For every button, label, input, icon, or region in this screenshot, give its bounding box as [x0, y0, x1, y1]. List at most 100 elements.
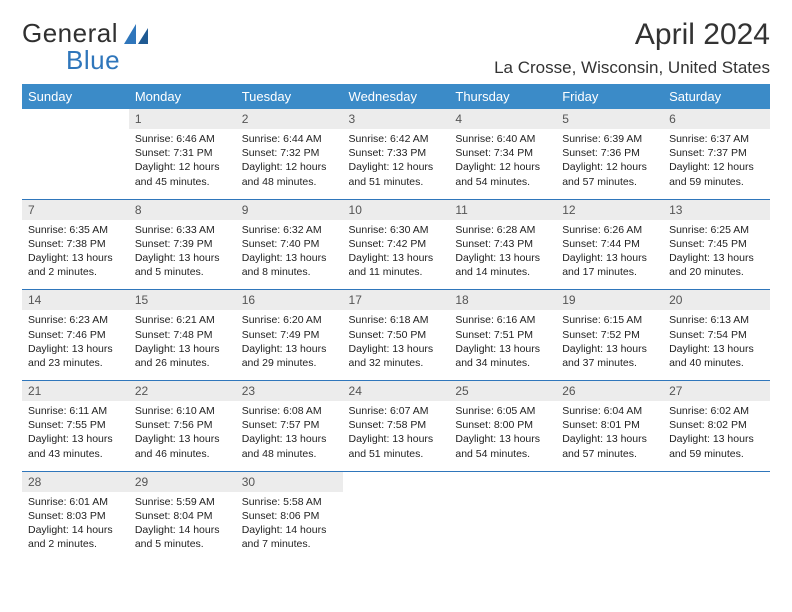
- daylight-line: Daylight: 13 hours and 48 minutes.: [242, 432, 337, 460]
- sunset-line: Sunset: 7:58 PM: [349, 418, 444, 432]
- sunrise-line: Sunrise: 6:05 AM: [455, 404, 550, 418]
- header: General Blue April 2024 La Crosse, Wisco…: [22, 18, 770, 78]
- day-number-cell: 20: [663, 290, 770, 311]
- sunrise-line: Sunrise: 6:02 AM: [669, 404, 764, 418]
- sunrise-line: Sunrise: 6:13 AM: [669, 313, 764, 327]
- day-number-cell: [449, 471, 556, 492]
- daylight-line: Daylight: 13 hours and 20 minutes.: [669, 251, 764, 279]
- daylight-line: Daylight: 14 hours and 7 minutes.: [242, 523, 337, 551]
- sunset-line: Sunset: 7:40 PM: [242, 237, 337, 251]
- day-number-cell: 16: [236, 290, 343, 311]
- sunset-line: Sunset: 8:00 PM: [455, 418, 550, 432]
- day-content-row: Sunrise: 6:46 AMSunset: 7:31 PMDaylight:…: [22, 129, 770, 199]
- day-number-cell: 11: [449, 199, 556, 220]
- sunrise-line: Sunrise: 6:28 AM: [455, 223, 550, 237]
- day-number-cell: [22, 109, 129, 129]
- sunrise-line: Sunrise: 6:20 AM: [242, 313, 337, 327]
- daylight-line: Daylight: 12 hours and 51 minutes.: [349, 160, 444, 188]
- day-number-cell: 4: [449, 109, 556, 129]
- sunrise-line: Sunrise: 6:46 AM: [135, 132, 230, 146]
- sunset-line: Sunset: 7:32 PM: [242, 146, 337, 160]
- day-content-cell: Sunrise: 6:13 AMSunset: 7:54 PMDaylight:…: [663, 310, 770, 380]
- daylight-line: Daylight: 12 hours and 59 minutes.: [669, 160, 764, 188]
- day-number-cell: 28: [22, 471, 129, 492]
- daylight-line: Daylight: 14 hours and 2 minutes.: [28, 523, 123, 551]
- day-content-cell: Sunrise: 5:58 AMSunset: 8:06 PMDaylight:…: [236, 492, 343, 562]
- day-content-cell: Sunrise: 6:32 AMSunset: 7:40 PMDaylight:…: [236, 220, 343, 290]
- daylight-line: Daylight: 13 hours and 23 minutes.: [28, 342, 123, 370]
- day-content-cell: Sunrise: 6:44 AMSunset: 7:32 PMDaylight:…: [236, 129, 343, 199]
- sunset-line: Sunset: 7:49 PM: [242, 328, 337, 342]
- location: La Crosse, Wisconsin, United States: [494, 58, 770, 78]
- day-number-cell: 15: [129, 290, 236, 311]
- logo: General Blue: [22, 18, 150, 76]
- sunrise-line: Sunrise: 6:32 AM: [242, 223, 337, 237]
- day-content-cell: Sunrise: 6:40 AMSunset: 7:34 PMDaylight:…: [449, 129, 556, 199]
- sunrise-line: Sunrise: 5:58 AM: [242, 495, 337, 509]
- day-content-cell: Sunrise: 6:39 AMSunset: 7:36 PMDaylight:…: [556, 129, 663, 199]
- daylight-line: Daylight: 13 hours and 5 minutes.: [135, 251, 230, 279]
- day-content-cell: Sunrise: 6:02 AMSunset: 8:02 PMDaylight:…: [663, 401, 770, 471]
- calendar-head: SundayMondayTuesdayWednesdayThursdayFrid…: [22, 84, 770, 109]
- sunset-line: Sunset: 7:38 PM: [28, 237, 123, 251]
- dow-header: Tuesday: [236, 84, 343, 109]
- day-number-cell: 17: [343, 290, 450, 311]
- sunset-line: Sunset: 7:45 PM: [669, 237, 764, 251]
- sunrise-line: Sunrise: 6:39 AM: [562, 132, 657, 146]
- daylight-line: Daylight: 13 hours and 51 minutes.: [349, 432, 444, 460]
- daylight-line: Daylight: 12 hours and 54 minutes.: [455, 160, 550, 188]
- daylight-line: Daylight: 12 hours and 57 minutes.: [562, 160, 657, 188]
- sunset-line: Sunset: 7:56 PM: [135, 418, 230, 432]
- day-content-cell: Sunrise: 6:28 AMSunset: 7:43 PMDaylight:…: [449, 220, 556, 290]
- dow-header: Sunday: [22, 84, 129, 109]
- day-content-cell: Sunrise: 6:42 AMSunset: 7:33 PMDaylight:…: [343, 129, 450, 199]
- day-number-cell: 22: [129, 381, 236, 402]
- sunset-line: Sunset: 8:04 PM: [135, 509, 230, 523]
- day-number-cell: 13: [663, 199, 770, 220]
- day-number-row: 282930: [22, 471, 770, 492]
- dow-header: Saturday: [663, 84, 770, 109]
- day-number-cell: 18: [449, 290, 556, 311]
- sunrise-line: Sunrise: 6:01 AM: [28, 495, 123, 509]
- sunrise-line: Sunrise: 6:11 AM: [28, 404, 123, 418]
- sunset-line: Sunset: 7:42 PM: [349, 237, 444, 251]
- sunset-line: Sunset: 7:50 PM: [349, 328, 444, 342]
- sunset-line: Sunset: 7:39 PM: [135, 237, 230, 251]
- sunrise-line: Sunrise: 6:30 AM: [349, 223, 444, 237]
- day-number-row: 78910111213: [22, 199, 770, 220]
- daylight-line: Daylight: 13 hours and 14 minutes.: [455, 251, 550, 279]
- day-content-cell: Sunrise: 6:08 AMSunset: 7:57 PMDaylight:…: [236, 401, 343, 471]
- day-content-cell: Sunrise: 6:30 AMSunset: 7:42 PMDaylight:…: [343, 220, 450, 290]
- sunrise-line: Sunrise: 6:37 AM: [669, 132, 764, 146]
- dow-header: Monday: [129, 84, 236, 109]
- day-content-cell: Sunrise: 5:59 AMSunset: 8:04 PMDaylight:…: [129, 492, 236, 562]
- day-content-cell: [556, 492, 663, 562]
- day-number-cell: 5: [556, 109, 663, 129]
- day-content-cell: Sunrise: 6:21 AMSunset: 7:48 PMDaylight:…: [129, 310, 236, 380]
- daylight-line: Daylight: 12 hours and 45 minutes.: [135, 160, 230, 188]
- logo-sail-icon: [124, 24, 150, 46]
- day-number-cell: 1: [129, 109, 236, 129]
- day-number-cell: 14: [22, 290, 129, 311]
- sunrise-line: Sunrise: 6:15 AM: [562, 313, 657, 327]
- daylight-line: Daylight: 13 hours and 2 minutes.: [28, 251, 123, 279]
- sunset-line: Sunset: 8:06 PM: [242, 509, 337, 523]
- day-number-cell: 24: [343, 381, 450, 402]
- day-content-cell: Sunrise: 6:37 AMSunset: 7:37 PMDaylight:…: [663, 129, 770, 199]
- day-content-cell: Sunrise: 6:16 AMSunset: 7:51 PMDaylight:…: [449, 310, 556, 380]
- daylight-line: Daylight: 13 hours and 54 minutes.: [455, 432, 550, 460]
- dow-header: Friday: [556, 84, 663, 109]
- sunset-line: Sunset: 7:51 PM: [455, 328, 550, 342]
- sunset-line: Sunset: 7:55 PM: [28, 418, 123, 432]
- sunrise-line: Sunrise: 6:44 AM: [242, 132, 337, 146]
- daylight-line: Daylight: 13 hours and 40 minutes.: [669, 342, 764, 370]
- day-content-row: Sunrise: 6:23 AMSunset: 7:46 PMDaylight:…: [22, 310, 770, 380]
- day-number-cell: 30: [236, 471, 343, 492]
- day-number-cell: 2: [236, 109, 343, 129]
- day-content-cell: Sunrise: 6:33 AMSunset: 7:39 PMDaylight:…: [129, 220, 236, 290]
- day-number-cell: 23: [236, 381, 343, 402]
- day-content-cell: Sunrise: 6:23 AMSunset: 7:46 PMDaylight:…: [22, 310, 129, 380]
- sunrise-line: Sunrise: 6:07 AM: [349, 404, 444, 418]
- day-number-row: 14151617181920: [22, 290, 770, 311]
- daylight-line: Daylight: 13 hours and 37 minutes.: [562, 342, 657, 370]
